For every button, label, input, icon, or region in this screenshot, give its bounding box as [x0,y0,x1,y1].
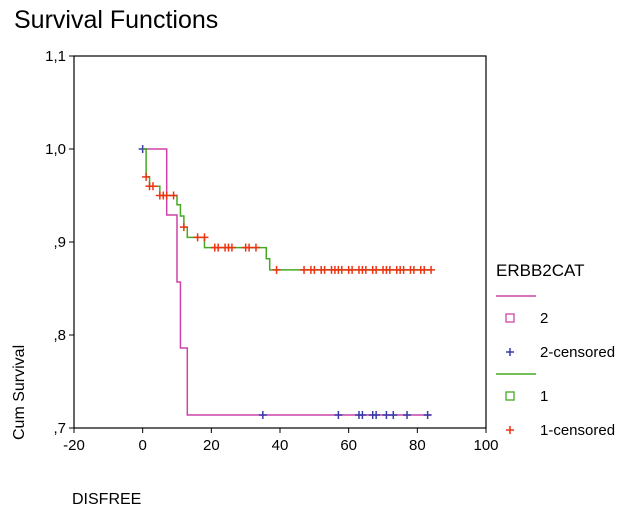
censor-mark-series-1 [214,243,223,252]
x-axis: -20 0 20 40 60 80 100 [63,428,499,454]
y-tick-label: ,9 [53,234,66,251]
censor-mark-series-1 [337,265,346,274]
censor-mark-series-2 [389,410,398,419]
censor-mark-series-2 [334,410,343,419]
censor-mark-series-1 [399,265,408,274]
y-axis-label: Cum Survival [11,345,28,440]
legend-square-2 [505,313,515,323]
y-tick-label: 1,0 [45,141,66,158]
censor-mark-series-1 [227,243,236,252]
censor-mark-series-1 [200,233,209,242]
legend-label: 2-censored [540,344,615,361]
x-tick-label: 100 [473,437,498,454]
chart-title: Survival Functions [14,6,218,34]
y-axis: ,7 ,8 ,9 1,0 1,1 [45,48,74,437]
legend-plus-2-censored [506,348,514,356]
censor-mark-series-2 [382,410,391,419]
series-layer [138,145,436,419]
censor-mark-series-2 [423,410,432,419]
censor-mark-series-1 [245,243,254,252]
censor-mark-series-2 [358,410,367,419]
censor-mark-series-2 [258,410,267,419]
censor-mark-series-1 [162,191,171,200]
censor-mark-series-2 [372,410,381,419]
y-tick-label: ,7 [53,420,66,437]
censor-mark-series-1 [300,265,309,274]
censor-mark-series-1 [361,265,370,274]
x-tick-label: 40 [272,437,289,454]
censor-mark-series-1 [385,265,394,274]
legend-title: ERBB2CAT [496,261,585,280]
censor-mark-series-1 [427,265,436,274]
x-axis-label: DISFREE [72,491,141,508]
legend-label: 1 [540,388,548,405]
censor-mark-series-1 [320,265,329,274]
x-tick-label: 60 [340,437,357,454]
censor-mark-series-1 [142,172,151,181]
legend-plus-1-censored [506,426,514,434]
censor-mark-series-1 [179,223,188,232]
x-tick-label: -20 [63,437,85,454]
legend-label: 1-censored [540,422,615,439]
censor-mark-series-1 [420,265,429,274]
legend-square-1 [505,391,515,401]
censor-mark-series-1 [372,265,381,274]
censor-mark-series-1 [348,265,357,274]
censor-mark-series-1 [251,243,260,252]
censor-mark-series-2 [403,410,412,419]
series-2-survival-line [142,148,432,416]
x-tick-label: 20 [203,437,220,454]
censor-mark-series-1 [272,265,281,274]
y-tick-label: ,8 [53,327,66,344]
y-tick-label: 1,1 [45,48,66,65]
censor-mark-series-1 [169,191,178,200]
censor-mark-series-1 [310,265,319,274]
censor-mark-series-1 [193,233,202,242]
legend: ERBB2CAT 2 2-censored 1 1-censored [496,261,615,439]
plot-frame [73,55,487,429]
censor-mark-series-1 [409,265,418,274]
legend-label: 2 [540,310,548,327]
x-tick-label: 80 [409,437,426,454]
censor-mark-series-1 [148,182,157,191]
x-tick-label: 0 [138,437,146,454]
